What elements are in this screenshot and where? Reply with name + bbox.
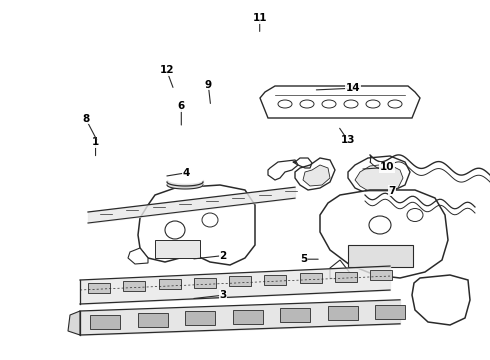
Ellipse shape	[202, 213, 218, 227]
Text: 1: 1	[92, 137, 99, 147]
Ellipse shape	[300, 100, 314, 108]
FancyBboxPatch shape	[348, 245, 413, 267]
FancyBboxPatch shape	[370, 270, 392, 280]
Text: 3: 3	[220, 290, 226, 300]
Ellipse shape	[369, 216, 391, 234]
Text: 4: 4	[182, 168, 190, 178]
Polygon shape	[303, 165, 330, 186]
Polygon shape	[295, 158, 335, 190]
Polygon shape	[348, 156, 410, 194]
Ellipse shape	[388, 100, 402, 108]
Polygon shape	[330, 260, 350, 280]
FancyBboxPatch shape	[185, 311, 215, 325]
FancyBboxPatch shape	[327, 306, 358, 320]
FancyBboxPatch shape	[90, 315, 120, 329]
Text: 13: 13	[341, 135, 355, 145]
Ellipse shape	[407, 208, 423, 221]
FancyBboxPatch shape	[123, 281, 145, 291]
Polygon shape	[128, 248, 148, 264]
FancyBboxPatch shape	[299, 273, 321, 283]
Text: 10: 10	[380, 162, 394, 172]
Text: 12: 12	[159, 65, 174, 75]
Polygon shape	[260, 86, 420, 118]
Ellipse shape	[165, 221, 185, 239]
Text: 9: 9	[205, 80, 212, 90]
FancyBboxPatch shape	[138, 313, 168, 327]
FancyBboxPatch shape	[158, 279, 180, 289]
FancyBboxPatch shape	[232, 310, 263, 324]
FancyBboxPatch shape	[375, 305, 405, 319]
FancyBboxPatch shape	[88, 283, 110, 293]
FancyBboxPatch shape	[335, 271, 357, 282]
FancyBboxPatch shape	[194, 278, 216, 288]
Ellipse shape	[344, 100, 358, 108]
Text: 2: 2	[220, 251, 226, 261]
Polygon shape	[138, 185, 255, 265]
Polygon shape	[320, 190, 448, 278]
Text: 14: 14	[345, 83, 360, 93]
Text: 6: 6	[178, 101, 185, 111]
Polygon shape	[355, 164, 403, 192]
Polygon shape	[68, 311, 80, 335]
Text: 5: 5	[300, 254, 307, 264]
FancyBboxPatch shape	[264, 275, 286, 285]
FancyBboxPatch shape	[155, 240, 200, 258]
Polygon shape	[412, 275, 470, 325]
Ellipse shape	[366, 100, 380, 108]
FancyBboxPatch shape	[229, 276, 251, 286]
Ellipse shape	[322, 100, 336, 108]
Text: 8: 8	[82, 114, 89, 124]
FancyBboxPatch shape	[280, 308, 310, 322]
Text: 7: 7	[388, 186, 396, 196]
Polygon shape	[268, 160, 298, 180]
Text: 11: 11	[252, 13, 267, 23]
Ellipse shape	[278, 100, 292, 108]
